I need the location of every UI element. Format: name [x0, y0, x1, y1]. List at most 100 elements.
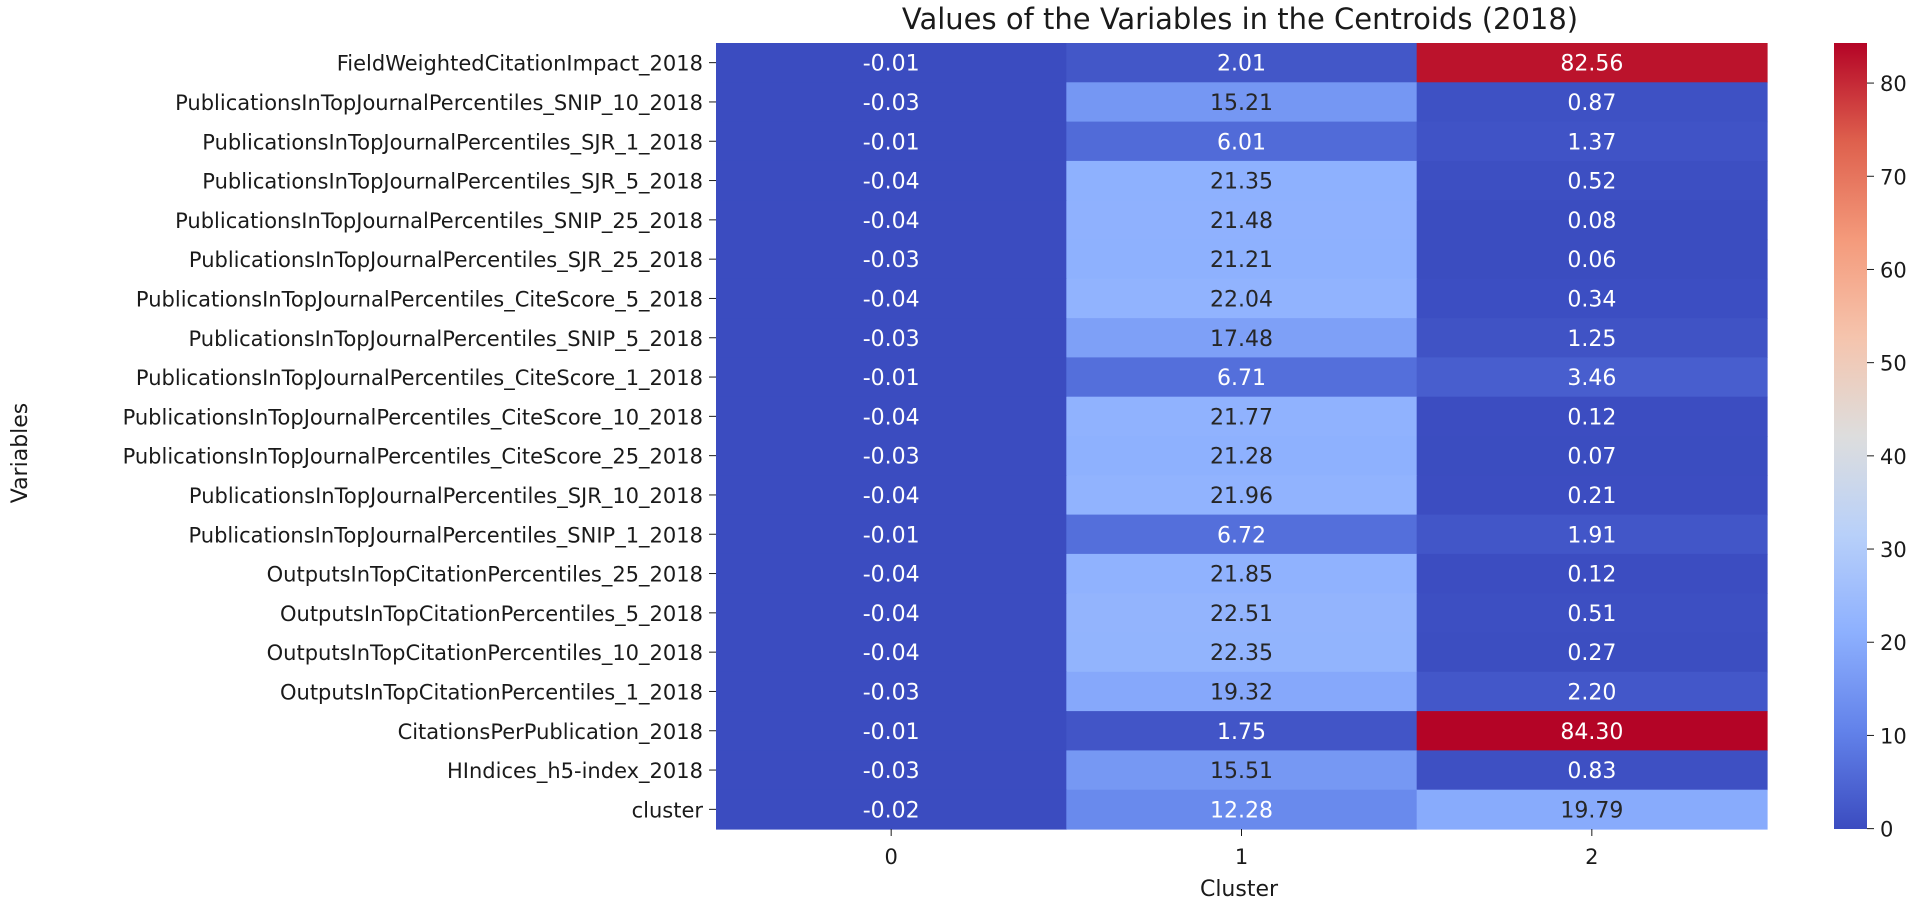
y-tick-label: FieldWeightedCitationImpact_2018: [337, 52, 703, 77]
heatmap-cell: [1416, 593, 1768, 634]
cell-value-label: 21.35: [1210, 170, 1273, 195]
colorbar-tick-label: 0: [1880, 818, 1893, 842]
cell-value-label: -0.04: [863, 287, 920, 312]
cell-value-label: 84.30: [1560, 720, 1623, 745]
heatmap-cell: [716, 475, 1067, 516]
cell-value-label: 0.07: [1567, 445, 1616, 470]
cell-value-label: 17.48: [1210, 327, 1273, 352]
cell-value-label: 82.56: [1560, 52, 1623, 77]
colorbar: 0 10 20 30 40 50 60 70 80: [1834, 43, 1907, 842]
cell-value-label: -0.03: [863, 445, 920, 470]
cell-value-label: 0.34: [1567, 287, 1616, 312]
cell-value-label: -0.03: [863, 248, 920, 273]
heatmap-cell: [1066, 632, 1418, 673]
cell-value-label: 2.01: [1217, 52, 1266, 77]
y-tick-label: PublicationsInTopJournalPercentiles_SNIP…: [189, 523, 704, 548]
heatmap-cell: [1416, 475, 1768, 516]
colorbar-tick-label: 20: [1880, 631, 1907, 655]
heatmap-cell: [1066, 82, 1418, 123]
heatmap-cell: [1066, 160, 1418, 201]
cell-value-label: 15.51: [1210, 759, 1273, 784]
heatmap-cell: [716, 278, 1067, 319]
heatmap-cell: [1416, 160, 1768, 201]
x-tick-label: 1: [1235, 845, 1248, 869]
cell-value-label: 6.72: [1217, 523, 1266, 548]
heatmap-cell: [1416, 553, 1768, 594]
y-tick-label: HIndices_h5-index_2018: [447, 759, 703, 784]
heatmap-cell: [1416, 318, 1768, 358]
x-axis-ticks: 0 1 2: [884, 829, 1599, 869]
cell-value-label: 21.96: [1210, 484, 1273, 509]
cell-value-label: 3.46: [1567, 366, 1616, 391]
cell-value-label: 1.25: [1567, 327, 1616, 352]
y-tick-label: PublicationsInTopJournalPercentiles_SJR_…: [202, 170, 703, 195]
heatmap-cell: [1066, 553, 1418, 594]
y-tick-label: PublicationsInTopJournalPercentiles_SNIP…: [175, 91, 703, 116]
heatmap-cell: [716, 160, 1067, 201]
heatmap-cell: [1416, 200, 1768, 241]
heatmap-cell: [1416, 436, 1768, 476]
cell-value-label: 22.04: [1210, 287, 1273, 312]
cell-value-label: -0.04: [863, 484, 920, 509]
y-tick-label: PublicationsInTopJournalPercentiles_SJR_…: [189, 484, 703, 509]
heatmap-cell: [716, 82, 1067, 123]
cell-value-label: 0.52: [1567, 170, 1616, 195]
cell-value-label: 1.75: [1217, 720, 1266, 745]
cell-value-label: 21.28: [1210, 445, 1273, 470]
cell-value-label: 0.12: [1567, 405, 1616, 430]
y-tick-label: PublicationsInTopJournalPercentiles_SJR_…: [202, 130, 703, 155]
y-tick-label: PublicationsInTopJournalPercentiles_SJR_…: [189, 248, 703, 273]
heatmap-cell: [1066, 278, 1418, 319]
cell-value-label: -0.02: [863, 798, 920, 823]
cell-value-label: 0.83: [1567, 759, 1616, 784]
y-tick-label: cluster: [632, 798, 704, 822]
heatmap-cell-labels: -0.01 2.01 82.56 -0.03 15.21 0.87 -0.01 6.01 1.3…: [863, 52, 1624, 824]
heatmap-cell: [1066, 436, 1418, 476]
heatmap-cell: [1066, 514, 1418, 555]
cell-value-label: 22.51: [1210, 602, 1273, 627]
y-tick-label: OutputsInTopCitationPercentiles_1_2018: [280, 680, 703, 705]
cell-value-label: 21.21: [1210, 248, 1273, 273]
cell-value-label: 0.12: [1567, 563, 1616, 588]
heatmap-cell: [1416, 43, 1768, 83]
cell-value-label: 15.21: [1210, 91, 1273, 116]
heatmap-cell: [716, 711, 1067, 751]
cell-value-label: 0.21: [1567, 484, 1616, 509]
cell-value-label: 1.91: [1567, 523, 1616, 548]
heatmap-cell: [716, 553, 1067, 594]
chart-title: Values of the Variables in the Centroids…: [902, 2, 1578, 36]
heatmap-cell: [716, 318, 1067, 358]
x-tick-label: 2: [1585, 845, 1598, 869]
cell-value-label: 21.77: [1210, 405, 1273, 430]
heatmap-cell: [716, 239, 1067, 280]
cell-value-label: -0.01: [863, 366, 920, 391]
heatmap-cell: [716, 671, 1067, 712]
cell-value-label: -0.04: [863, 641, 920, 666]
heatmap-cell: [1416, 514, 1768, 555]
cell-value-label: 0.27: [1567, 641, 1616, 666]
cell-value-label: -0.04: [863, 405, 920, 430]
y-tick-label: OutputsInTopCitationPercentiles_10_2018: [267, 641, 703, 666]
cell-value-label: -0.01: [863, 720, 920, 745]
heatmap-cell: [1066, 475, 1418, 516]
heatmap-cell: [1416, 632, 1768, 673]
heatmap-cell: [716, 200, 1067, 241]
y-axis-ticks: FieldWeightedCitationImpact_2018 Publicat…: [123, 52, 716, 822]
colorbar-tick-label: 30: [1880, 538, 1907, 562]
y-tick-label: PublicationsInTopJournalPercentiles_Cite…: [123, 405, 703, 430]
heatmap-cell: [1066, 671, 1418, 712]
heatmap-cell: [1066, 593, 1418, 634]
heatmap-cell: [716, 436, 1067, 476]
cell-value-label: -0.01: [863, 130, 920, 155]
cell-value-label: 22.35: [1210, 641, 1273, 666]
cell-value-label: -0.01: [863, 523, 920, 548]
heatmap-cell: [1066, 43, 1418, 83]
heatmap-cell: [1416, 357, 1768, 398]
colorbar-gradient: [1834, 43, 1867, 829]
cell-value-label: -0.01: [863, 52, 920, 77]
cell-value-label: -0.04: [863, 602, 920, 627]
heatmap-cell: [1416, 750, 1768, 791]
y-tick-label: PublicationsInTopJournalPercentiles_SNIP…: [175, 209, 703, 234]
colorbar-tick-label: 10: [1880, 724, 1907, 748]
